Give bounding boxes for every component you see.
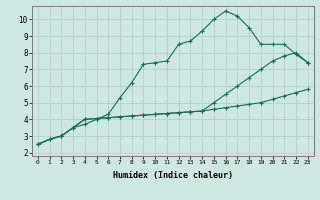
X-axis label: Humidex (Indice chaleur): Humidex (Indice chaleur) [113, 171, 233, 180]
